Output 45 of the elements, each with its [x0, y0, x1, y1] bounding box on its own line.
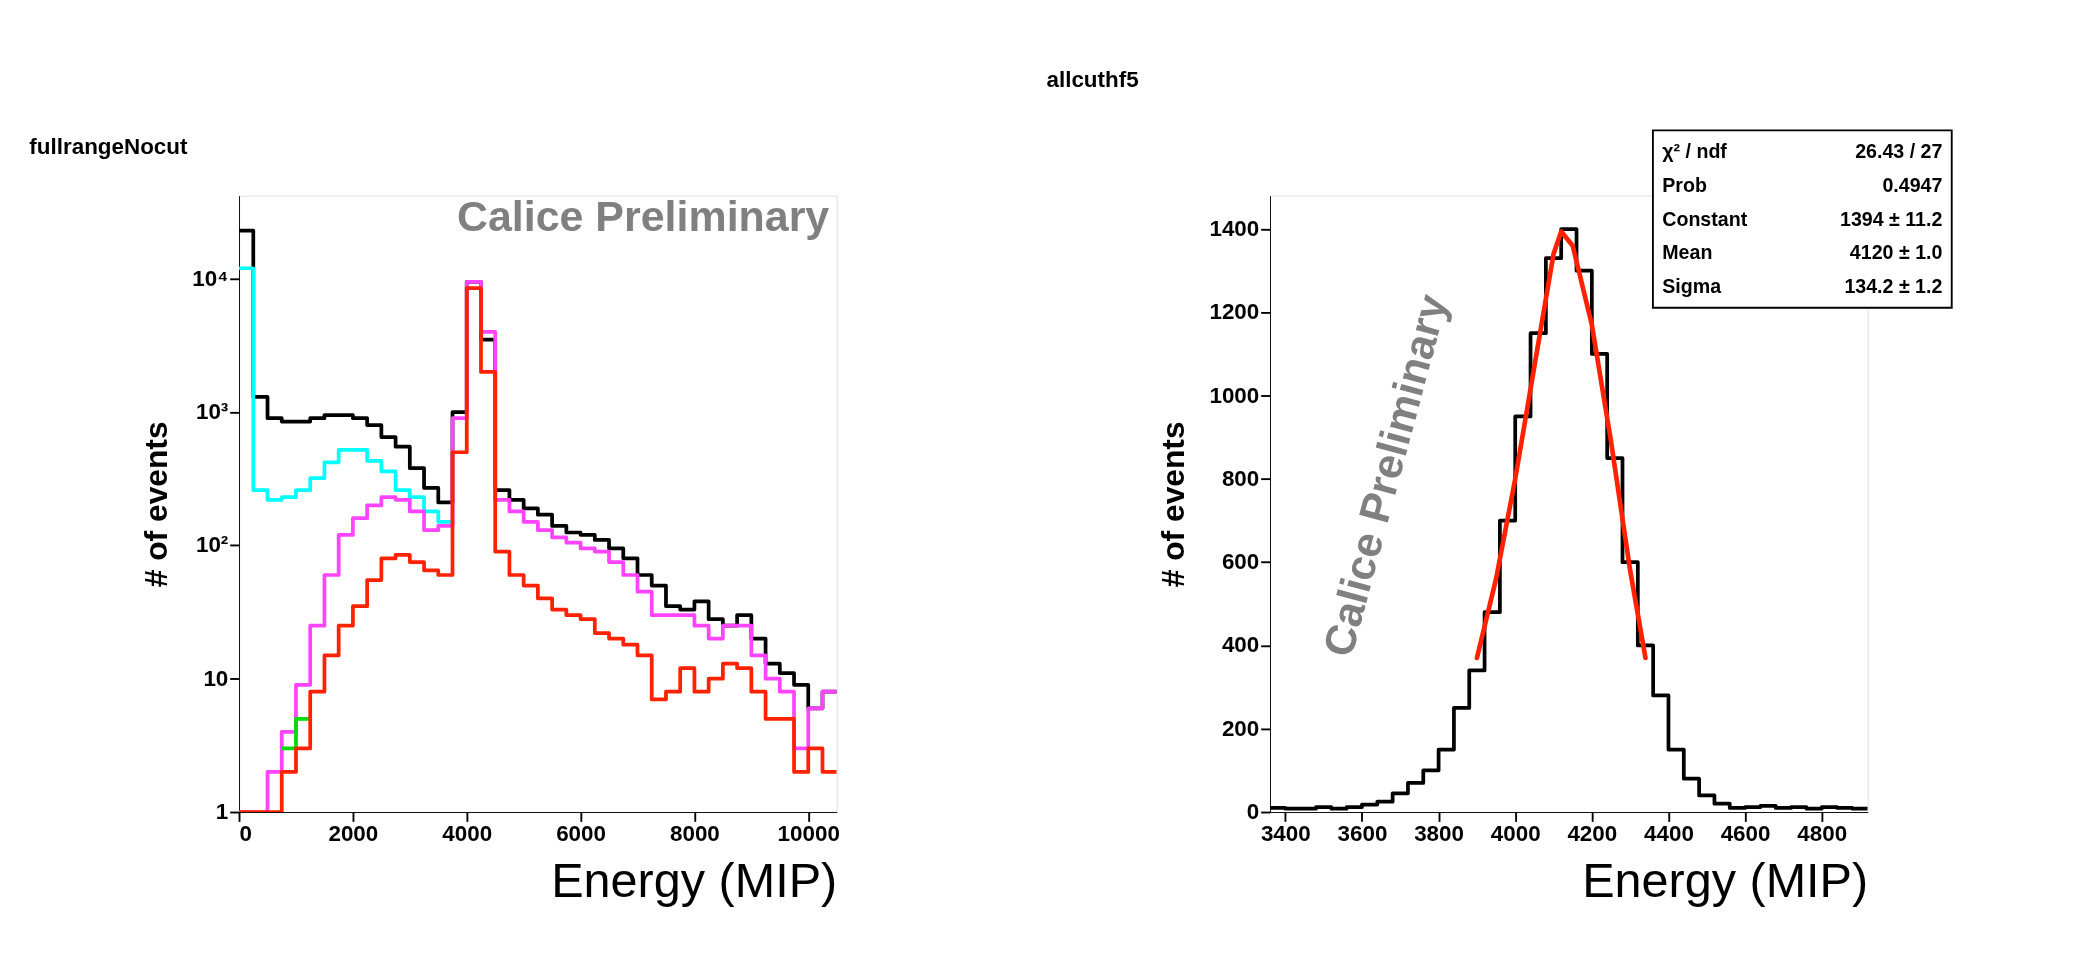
x-tick-label: 4200 [1567, 821, 1618, 847]
x-axis-title: Energy (MIP) [551, 853, 838, 908]
x-tick-label: 3800 [1414, 821, 1464, 847]
x-tick-label: 2000 [328, 821, 379, 847]
y-axis-title: # of events [1155, 421, 1192, 588]
text: 26.43 / 27 [1855, 140, 1943, 163]
y-tick-label: 1400 [1209, 216, 1260, 242]
annotation: 4120 ± 1.0 [1849, 241, 1943, 264]
line-series [1474, 229, 1648, 661]
text: 0.4947 [1882, 173, 1943, 196]
annotation: Sigma [1662, 274, 1723, 297]
y-tick-label: 800 [1221, 465, 1260, 491]
x-tick-label: 4600 [1720, 821, 1771, 847]
y-tick-label: 600 [1221, 549, 1260, 575]
y-tick-label: 1200 [1209, 299, 1260, 325]
x-tick-label: 0 [239, 821, 252, 847]
y-tick-label: 400 [1221, 632, 1260, 658]
text: Prob [1662, 173, 1707, 196]
annotation: Calice Preliminary [456, 192, 830, 241]
annotation: Mean [1662, 241, 1713, 264]
x-tick-label: 8000 [669, 821, 720, 847]
text: allcuthf5 [1046, 67, 1139, 93]
y-tick-label: 1000 [1209, 382, 1260, 408]
annotation: 1394 ± 11.2 [1840, 207, 1943, 230]
y-tick-label: 200 [1221, 715, 1260, 741]
text: χ² / ndf [1662, 140, 1728, 163]
annotation: 134.2 ± 1.2 [1844, 274, 1943, 297]
x-tick-label: 4000 [442, 821, 493, 847]
annotation: Constant [1662, 207, 1748, 230]
x-tick-label: 4800 [1797, 821, 1848, 847]
x-tick-label: 4400 [1644, 821, 1694, 847]
x-tick-label: 6000 [556, 821, 606, 847]
x-tick-label: 3600 [1337, 821, 1388, 847]
y-tick-label: 10² [195, 532, 229, 558]
chart-title: fullrangeNocut [29, 133, 188, 159]
x-axis-title: Energy (MIP) [1582, 853, 1869, 908]
y-axis-title: # of events [138, 421, 175, 588]
y-tick-label: 10 [203, 665, 229, 691]
x-tick-label: 3400 [1260, 821, 1311, 847]
x-tick-label: 10000 [777, 821, 840, 847]
y-tick-label: 0 [1246, 799, 1260, 825]
y-tick-label: 10⁴ [192, 265, 229, 291]
y-tick-label: 10³ [195, 399, 229, 425]
y-tick-label: 1 [215, 799, 229, 825]
x-tick-label: 4000 [1490, 821, 1541, 847]
